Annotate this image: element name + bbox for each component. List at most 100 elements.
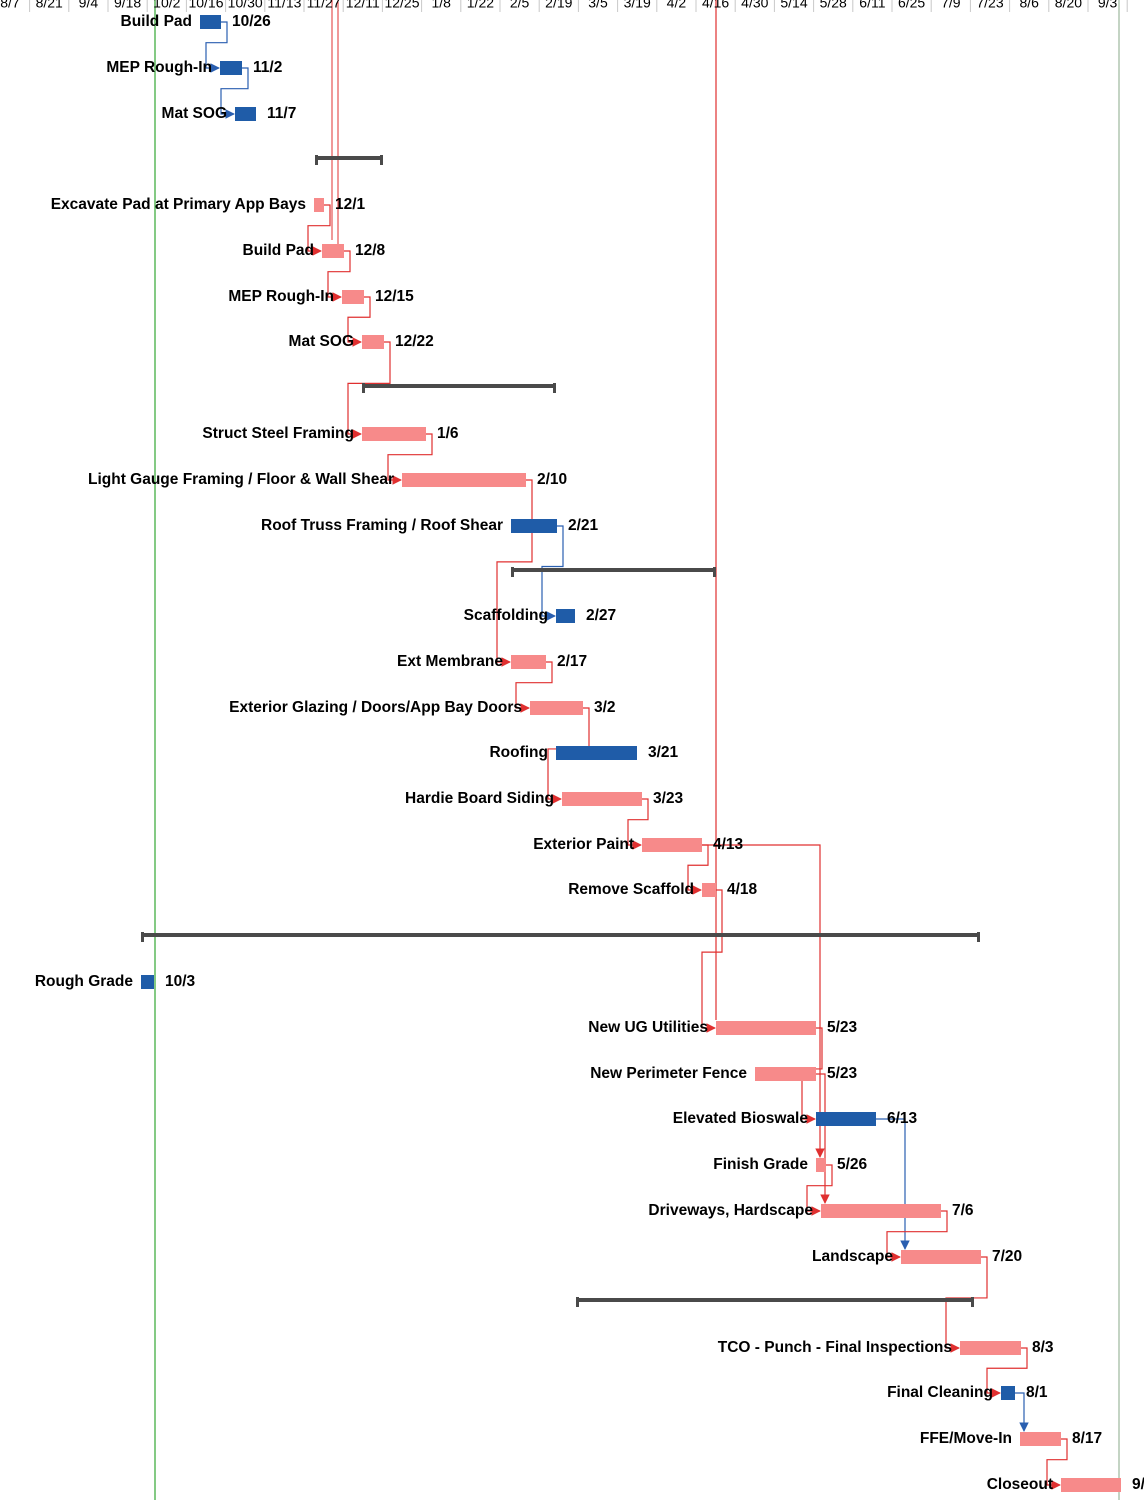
task-bar-t11[interactable] — [556, 609, 575, 623]
task-bar-t10[interactable] — [511, 519, 557, 533]
task-bar-t1[interactable] — [200, 15, 221, 29]
task-name-t2: MEP Rough-In — [106, 59, 212, 76]
task-bar-t13[interactable] — [530, 701, 583, 715]
task-finish-t10: 2/21 — [568, 517, 599, 534]
task-bar-t28[interactable] — [1061, 1478, 1121, 1492]
timescale-tick-8: 11/27 — [307, 0, 341, 11]
task-finish-t22: 5/26 — [837, 1156, 868, 1173]
timescale-tick-2: 9/4 — [79, 0, 99, 11]
timescale-header: 8/7 8/21 9/4 9/18 10/2 10/16 10/30 11/13 11/27 12… — [0, 0, 1128, 12]
task-name-t10: Roof Truss Framing / Roof Shear — [261, 517, 503, 534]
timescale-tick-21: 5/28 — [820, 0, 847, 11]
task-finish-t8: 1/6 — [437, 425, 459, 442]
task-bar-t26[interactable] — [1001, 1386, 1015, 1400]
task-bar-t6[interactable] — [342, 290, 364, 304]
task-finish-t2: 11/2 — [253, 59, 282, 76]
task-bar-t20[interactable] — [755, 1067, 816, 1081]
task-bar-t4[interactable] — [314, 198, 324, 212]
task-bar-t15[interactable] — [562, 792, 642, 806]
timescale-tick-7: 11/13 — [267, 0, 301, 11]
timescale-tick-1: 8/21 — [36, 0, 63, 11]
timescale-tick-20: 5/14 — [780, 0, 807, 11]
timescale-tick-13: 2/5 — [510, 0, 530, 11]
task-bar-t14[interactable] — [556, 746, 637, 760]
task-name-t6: MEP Rough-In — [228, 288, 334, 305]
task-bar-t12[interactable] — [511, 655, 546, 669]
task-name-t5: Build Pad — [243, 242, 314, 259]
task-finish-t28: 9/ — [1132, 1476, 1144, 1493]
timescale-tick-4: 10/2 — [153, 0, 180, 11]
timescale-tick-17: 4/2 — [667, 0, 687, 11]
timescale-tick-18: 4/16 — [702, 0, 729, 11]
dependency-link-9 — [515, 661, 553, 713]
task-bar-t25[interactable] — [960, 1341, 1021, 1355]
summary-bar-cap-start — [315, 155, 318, 165]
task-finish-t13: 3/2 — [594, 699, 616, 716]
task-finish-t20: 5/23 — [827, 1065, 858, 1082]
task-name-t15: Hardie Board Siding — [405, 790, 554, 807]
task-finish-t14: 3/21 — [648, 744, 679, 761]
summary-bar — [362, 384, 556, 388]
summary-bars — [141, 155, 980, 1307]
summary-bar — [141, 933, 980, 937]
task-bar-t8[interactable] — [362, 427, 426, 441]
task-bar-t3[interactable] — [235, 107, 256, 121]
task-name-t28: Closeout — [987, 1476, 1053, 1493]
timescale-tick-0: 8/7 — [0, 0, 20, 11]
summary-bar — [315, 156, 383, 160]
task-bar-t24[interactable] — [901, 1250, 981, 1264]
task-name-t7: Mat SOG — [289, 333, 354, 350]
task-bar-t16[interactable] — [642, 838, 702, 852]
timescale-tick-26: 8/6 — [1019, 0, 1039, 11]
dependency-link-1 — [220, 67, 249, 119]
dependency-link-21 — [986, 1347, 1028, 1398]
task-bar-t23[interactable] — [821, 1204, 941, 1218]
task-name-t18: Rough Grade — [35, 973, 134, 990]
task-finish-t27: 8/17 — [1072, 1430, 1102, 1447]
task-finish-t11: 2/27 — [586, 607, 616, 624]
timescale-tick-16: 3/19 — [624, 0, 651, 11]
summary-bar-cap-start — [576, 1297, 579, 1307]
task-bar-t22[interactable] — [816, 1158, 826, 1172]
task-finish-t25: 8/3 — [1032, 1339, 1054, 1356]
dependency-link-23 — [1046, 1438, 1068, 1490]
task-name-t22: Finish Grade — [713, 1156, 808, 1173]
task-finish-t1: 10/26 — [232, 13, 271, 30]
timescale-tick-25: 7/23 — [976, 0, 1003, 11]
task-bar-t27[interactable] — [1020, 1432, 1061, 1446]
dependency-link-2 — [307, 204, 331, 256]
task-finish-t9: 2/10 — [537, 471, 567, 488]
dependency-link-11 — [627, 798, 649, 850]
dependency-link-4 — [347, 296, 371, 347]
task-finish-t18: 10/3 — [165, 973, 196, 990]
task-finish-t12: 2/17 — [557, 653, 587, 670]
task-bar-t2[interactable] — [220, 61, 242, 75]
task-name-t12: Ext Membrane — [397, 653, 503, 670]
dependency-link-7 — [496, 479, 533, 667]
dependency-link-14 — [701, 889, 723, 1033]
dependency-link-8 — [541, 525, 564, 621]
task-finish-t3: 11/7 — [267, 105, 296, 122]
task-finish-t17: 4/18 — [727, 881, 758, 898]
task-finish-t15: 3/23 — [653, 790, 684, 807]
task-bar-t7[interactable] — [362, 335, 384, 349]
task-bar-t18[interactable] — [141, 975, 154, 989]
timescale-tick-22: 6/11 — [859, 0, 885, 11]
task-bar-t9[interactable] — [402, 473, 526, 487]
timescale-tick-5: 10/16 — [188, 0, 223, 11]
task-name-t9: Light Gauge Framing / Floor & Wall Shear — [88, 471, 394, 488]
task-bar-t5[interactable] — [322, 244, 344, 258]
summary-bar-cap-start — [141, 932, 144, 942]
timescale-tick-23: 6/25 — [898, 0, 925, 11]
task-name-t8: Struct Steel Framing — [202, 425, 354, 442]
task-bar-t17[interactable] — [702, 883, 716, 897]
timescale-tick-11: 1/8 — [431, 0, 451, 11]
task-bar-t21[interactable] — [816, 1112, 876, 1126]
task-bar-t19[interactable] — [716, 1021, 816, 1035]
task-name-t20: New Perimeter Fence — [590, 1065, 747, 1082]
task-finish-t21: 6/13 — [887, 1110, 918, 1127]
timescale-tick-14: 2/19 — [545, 0, 572, 11]
dependency-link-6 — [387, 433, 433, 485]
timescale-tick-28: 9/3 — [1098, 0, 1118, 11]
